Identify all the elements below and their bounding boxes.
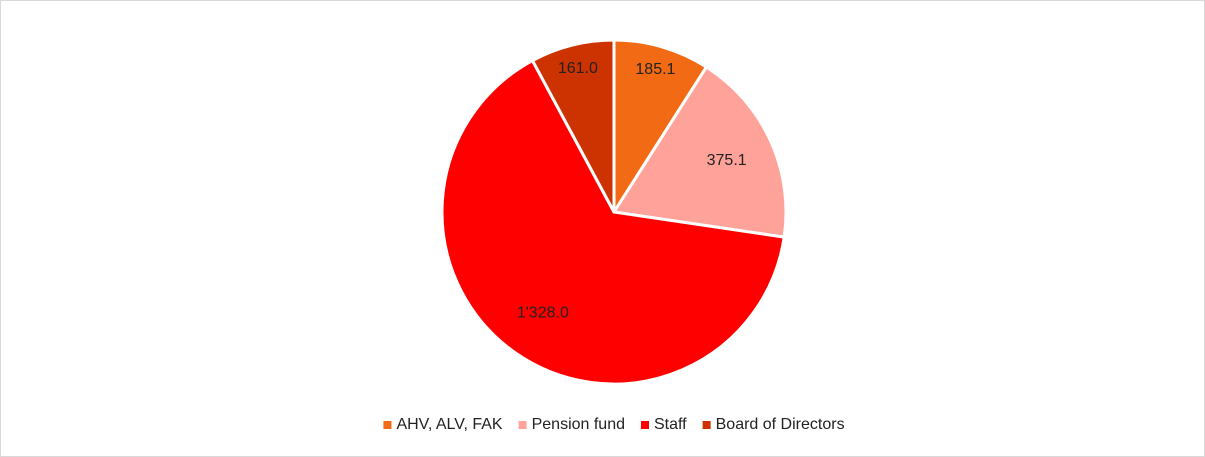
legend-label: Staff <box>654 416 687 433</box>
legend-label: Board of Directors <box>716 416 845 433</box>
pie-slice <box>612 65 788 239</box>
pie-slice <box>612 38 708 214</box>
legend-marker <box>702 421 711 429</box>
legend-label: AHV, ALV, FAK <box>396 416 502 433</box>
data-label: 1'328.0 <box>517 305 569 322</box>
legend-marker <box>383 421 392 429</box>
data-label: 375.1 <box>707 152 747 169</box>
legend-label: Pension fund <box>532 416 625 433</box>
pie-slice <box>440 59 786 386</box>
data-label: 185.1 <box>635 61 675 78</box>
data-label: 161.0 <box>558 60 598 77</box>
legend-marker <box>518 421 527 429</box>
pie-slice <box>530 38 616 214</box>
legend-marker <box>641 421 649 429</box>
